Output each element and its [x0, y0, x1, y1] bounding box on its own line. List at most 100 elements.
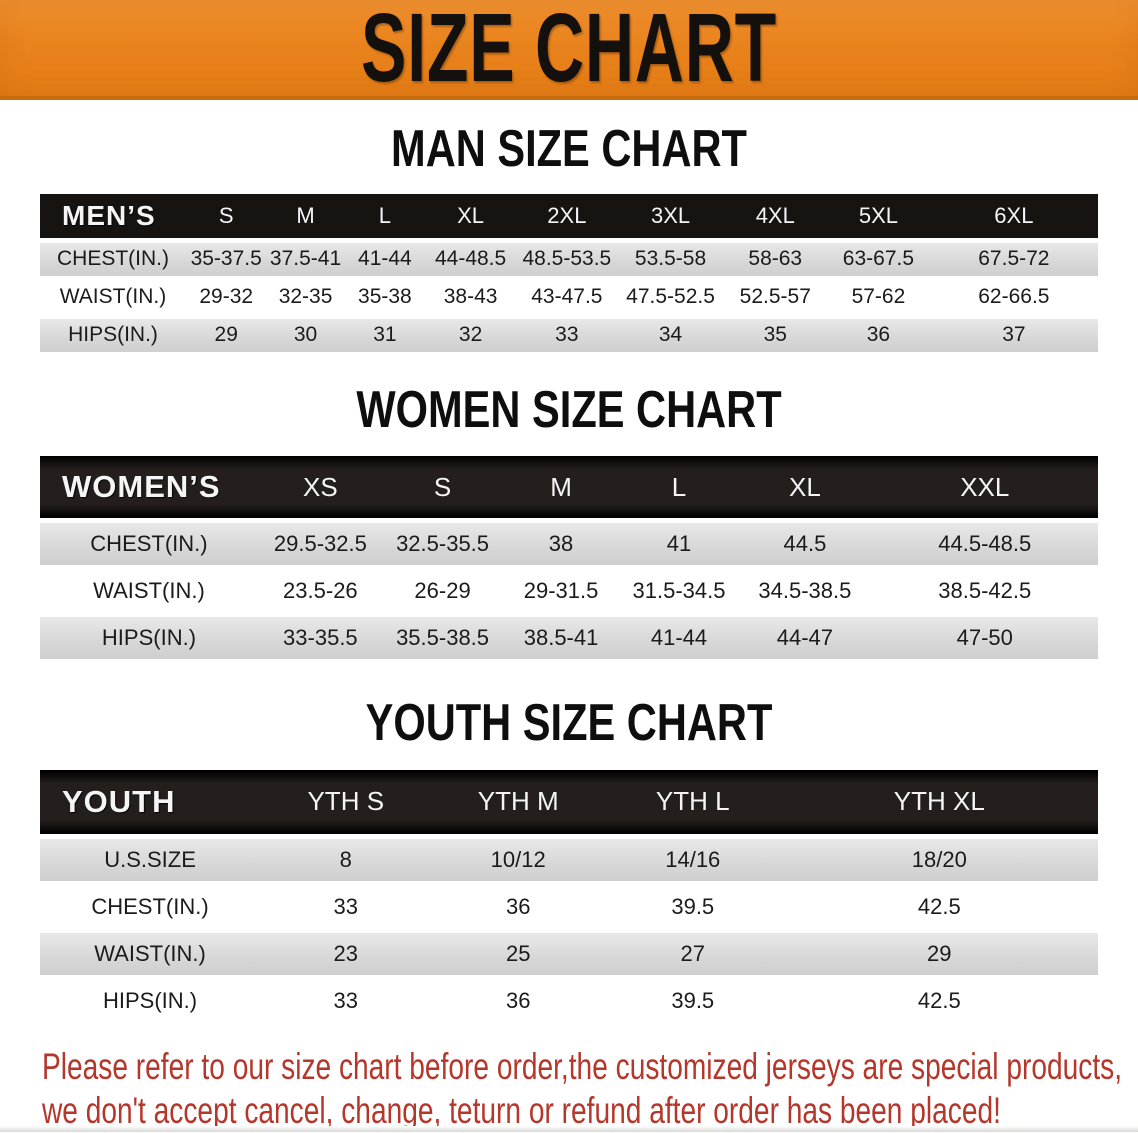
- table-cell: 52.5-57: [739, 285, 811, 309]
- women-section-title: WOMEN SIZE CHART: [356, 380, 782, 439]
- column-header: 4XL: [723, 193, 828, 238]
- row-label: WAIST(IN.): [40, 932, 261, 975]
- table-cell: 10/12: [431, 838, 605, 881]
- row-label: HIPS(IN.): [40, 318, 186, 352]
- table-cell: 41-44: [344, 242, 426, 276]
- table-row: HIPS(IN.) 33-35.5 35.5-38.5 38.5-41 41-44 44-…: [40, 617, 1098, 660]
- table-cell: 32.5-35.5: [382, 523, 503, 566]
- column-header: L: [619, 456, 739, 519]
- youth-size-table: YOUTH YTH S YTH M YTH L YTH XL U.S.SIZE 8 10/12…: [40, 765, 1098, 1027]
- women-size-table: WOMEN’S XS S M L XL XXL CHEST(IN.) 29.5-32.5 32.5…: [40, 451, 1098, 664]
- table-cell: 37.5-41: [266, 242, 345, 276]
- table-cell: 47.5-52.5: [626, 285, 715, 309]
- column-header: XXL: [871, 456, 1098, 519]
- table-cell: 67.5-72: [929, 242, 1098, 276]
- column-header: M: [266, 193, 345, 238]
- table-cell: 33: [333, 987, 358, 1013]
- table-row: CHEST(IN.) 33 36 39.5 42.5: [40, 886, 1098, 928]
- table-cell: 26-29: [414, 578, 471, 604]
- table-corner-label: MEN’S: [40, 193, 186, 238]
- table-cell: 35: [723, 318, 828, 352]
- footer-notice: Please refer to our size chart before or…: [0, 1045, 1138, 1133]
- table-cell: 35.5-38.5: [382, 617, 503, 660]
- table-cell: 38-43: [443, 285, 498, 309]
- table-cell: 31: [344, 318, 426, 352]
- column-header: XL: [738, 456, 872, 519]
- header-row: WOMEN’S XS S M L XL XXL: [40, 456, 1098, 519]
- table-cell: 53.5-58: [617, 242, 724, 276]
- table-cell: 43-47.5: [531, 285, 603, 309]
- table-cell: 37: [929, 318, 1098, 352]
- table-corner-label: YOUTH: [40, 769, 261, 834]
- column-header: 3XL: [617, 193, 724, 238]
- table-cell: 34: [617, 318, 724, 352]
- column-header: XS: [257, 456, 383, 519]
- table-cell: 41: [619, 523, 739, 566]
- row-label: CHEST(IN.): [40, 242, 186, 276]
- table-cell: 25: [431, 932, 605, 975]
- men-section: MAN SIZE CHART MEN’S S M L XL 2XL 3XL 4XL 5XL 6XL…: [0, 122, 1138, 357]
- table-cell: 35-37.5: [186, 242, 267, 276]
- row-label: HIPS(IN.): [102, 987, 198, 1013]
- table-cell: 34.5-38.5: [758, 578, 852, 604]
- table-cell: 32: [425, 318, 517, 352]
- table-cell: 27: [604, 932, 781, 975]
- table-cell: 38: [502, 523, 620, 566]
- table-cell: 48.5-53.5: [516, 242, 618, 276]
- column-header: YTH XL: [780, 769, 1098, 834]
- table-cell: 38.5-42.5: [938, 578, 1032, 604]
- table-cell: 36: [505, 893, 531, 919]
- table-cell: 29: [186, 318, 267, 352]
- row-label: CHEST(IN.): [91, 893, 209, 919]
- table-cell: 18/20: [780, 838, 1098, 881]
- row-label: U.S.SIZE: [40, 838, 261, 881]
- table-cell: 33: [516, 318, 618, 352]
- men-section-title: MAN SIZE CHART: [391, 120, 747, 178]
- table-cell: 57-62: [851, 285, 906, 309]
- table-cell: 36: [827, 318, 930, 352]
- table-cell: 23: [260, 932, 432, 975]
- table-cell: 47-50: [871, 617, 1098, 660]
- image-bottom-edge: [0, 1126, 1138, 1132]
- table-cell: 35-38: [358, 285, 412, 309]
- table-cell: 36: [505, 987, 531, 1013]
- table-cell: 44.5: [738, 523, 872, 566]
- row-label: HIPS(IN.): [40, 617, 258, 660]
- table-cell: 30: [266, 318, 345, 352]
- table-row: HIPS(IN.) 33 36 39.5 42.5: [40, 980, 1098, 1022]
- table-cell: 33-35.5: [257, 617, 383, 660]
- column-header: S: [186, 193, 267, 238]
- table-cell: 44.5-48.5: [871, 523, 1098, 566]
- table-cell: 29.5-32.5: [257, 523, 383, 566]
- table-cell: 29-31.5: [523, 578, 599, 604]
- table-row: CHEST(IN.) 29.5-32.5 32.5-35.5 38 41 44.5 44.5…: [40, 523, 1098, 566]
- youth-section: YOUTH SIZE CHART YOUTH YTH S YTH M YTH L YTH…: [0, 696, 1138, 1027]
- column-header: M: [502, 456, 620, 519]
- table-cell: 39.5: [671, 987, 715, 1013]
- column-header: 6XL: [929, 193, 1098, 238]
- table-cell: 32-35: [278, 285, 333, 309]
- table-cell: 63-67.5: [827, 242, 930, 276]
- table-cell: 29: [780, 932, 1098, 975]
- table-cell: 44-47: [738, 617, 872, 660]
- table-cell: 42.5: [917, 893, 961, 919]
- table-cell: 29-32: [199, 285, 254, 309]
- column-header: YTH M: [431, 769, 605, 834]
- column-header: 2XL: [516, 193, 618, 238]
- table-row: U.S.SIZE 8 10/12 14/16 18/20: [40, 838, 1098, 881]
- table-row: WAIST(IN.) 23 25 27 29: [40, 932, 1098, 975]
- header-row: MEN’S S M L XL 2XL 3XL 4XL 5XL 6XL: [40, 193, 1098, 238]
- column-header: XL: [425, 193, 517, 238]
- youth-section-title: YOUTH SIZE CHART: [365, 694, 773, 753]
- table-cell: 8: [260, 838, 432, 881]
- table-cell: 62-66.5: [978, 285, 1050, 309]
- women-section: WOMEN SIZE CHART WOMEN’S XS S M L XL XXL CHEST(…: [0, 380, 1138, 665]
- table-cell: 42.5: [917, 987, 961, 1013]
- table-cell: 58-63: [723, 242, 828, 276]
- table-row: CHEST(IN.) 35-37.5 37.5-41 41-44 44-48.5 48.5…: [40, 242, 1098, 276]
- table-row: WAIST(IN.) 23.5-26 26-29 29-31.5 31.5-34.5 34…: [40, 570, 1098, 612]
- men-size-table: MEN’S S M L XL 2XL 3XL 4XL 5XL 6XL CHEST(IN.) 35-37…: [40, 189, 1098, 357]
- table-cell: 23.5-26: [283, 578, 358, 604]
- page-title: SIZE CHART: [361, 0, 777, 103]
